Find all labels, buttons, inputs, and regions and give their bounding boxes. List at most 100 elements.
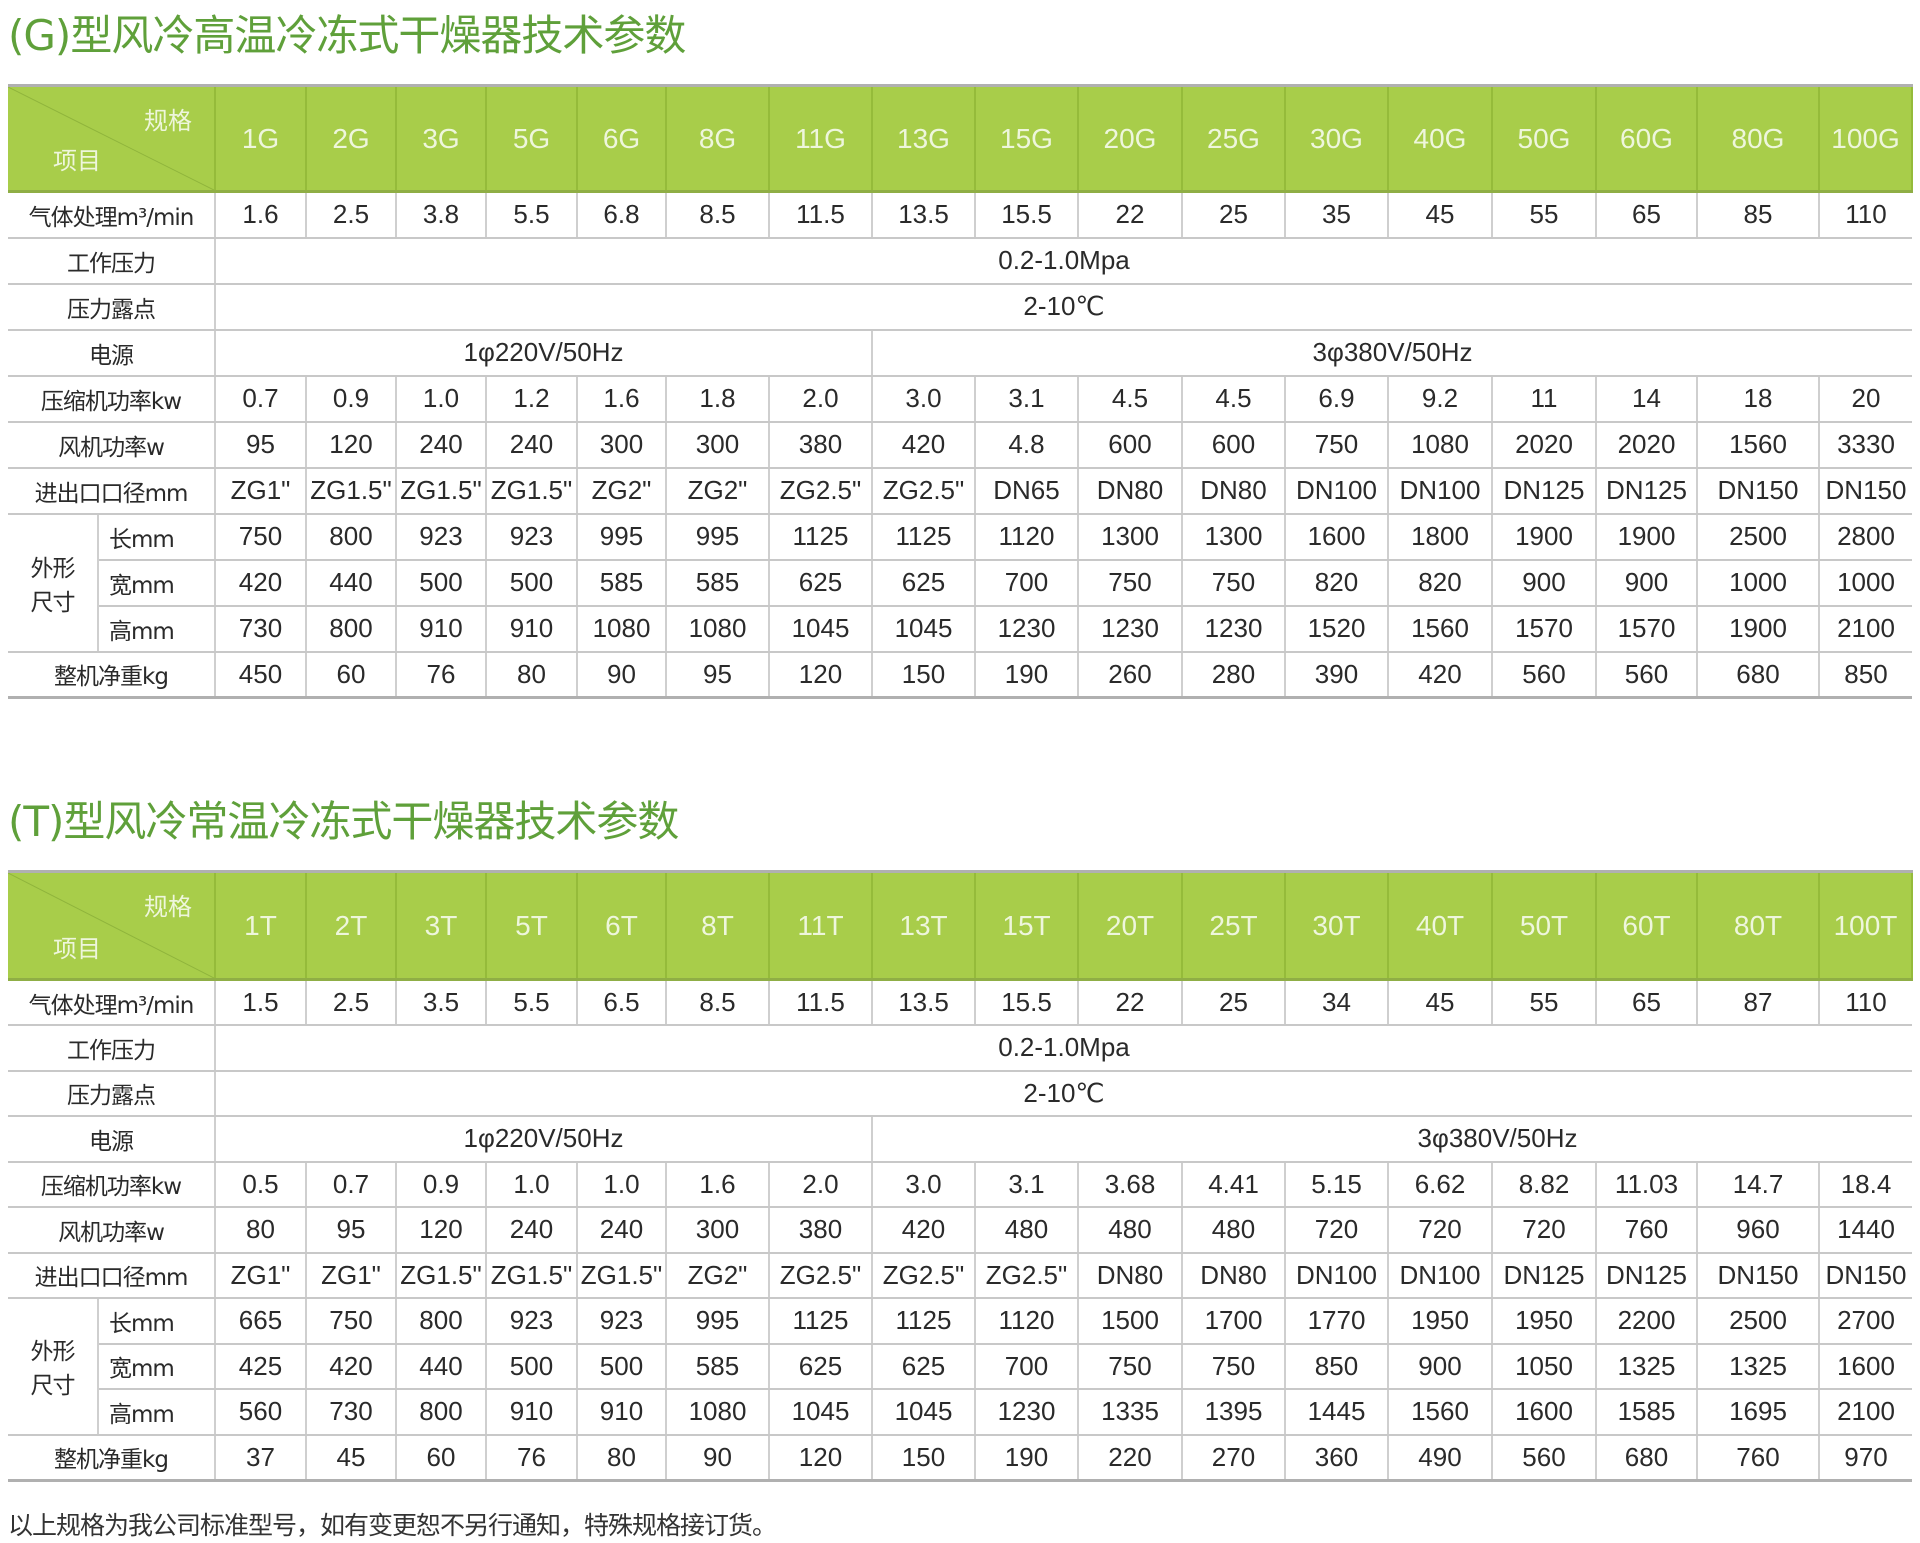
power-single-phase: 1φ220V/50Hz	[215, 1116, 873, 1163]
port-row: 进出口口径mm ZG1" ZG1.5" ZG1.5" ZG1.5" ZG2" ZG2" ZG2…	[8, 467, 1912, 515]
fan-value: 750	[1285, 421, 1389, 469]
model-header: 1T	[215, 870, 307, 981]
compressor-value: 1.2	[486, 375, 578, 423]
model-header: 3T	[396, 870, 487, 981]
fan-value: 2020	[1492, 421, 1597, 469]
model-header: 2G	[306, 84, 397, 193]
port-value: ZG2"	[666, 467, 770, 515]
dims-length-value: 2500	[1697, 513, 1820, 561]
dims-length-value: 995	[577, 513, 667, 561]
footnote: 以上规格为我公司标准型号，如有变更恕不另行通知，特殊规格接订货。	[8, 1511, 777, 1540]
fan-value: 1440	[1819, 1207, 1912, 1254]
dims-length-value: 1700	[1182, 1298, 1286, 1345]
compressor-value: 14.7	[1697, 1161, 1820, 1208]
dims-width-row: 宽mm 420 440 500 500 585 585 625 625 700 750 750 820 8…	[8, 559, 1912, 607]
flow-label: 气体处理m³/min	[8, 191, 216, 239]
flow-value: 11.5	[769, 979, 873, 1026]
dims-length-value: 1900	[1492, 513, 1597, 561]
fan-value: 720	[1492, 1207, 1597, 1254]
pressure-row: 工作压力 0.2-1.0Mpa	[8, 237, 1912, 285]
model-header: 15G	[975, 84, 1079, 193]
compressor-label: 压缩机功率kw	[8, 1161, 216, 1208]
compressor-value: 14	[1596, 375, 1698, 423]
dewpoint-value: 2-10℃	[215, 283, 1912, 331]
corner-cell: 规格 项目	[8, 84, 216, 193]
power-single-phase: 1φ220V/50Hz	[215, 329, 873, 377]
flow-value: 6.5	[577, 979, 667, 1026]
dims-length-label: 长mm	[98, 513, 216, 561]
compressor-row: 压缩机功率kw 0.7 0.9 1.0 1.2 1.6 1.8 2.0 3.0 3.1 4.5 4.5…	[8, 375, 1912, 423]
model-header: 80T	[1697, 870, 1820, 981]
power-row: 电源 1φ220V/50Hz 3φ380V/50Hz	[8, 1116, 1912, 1163]
model-header: 15T	[975, 870, 1079, 981]
dims-length-value: 800	[396, 1298, 487, 1345]
dims-length-value: 2500	[1697, 1298, 1820, 1345]
compressor-value: 3.1	[975, 1161, 1079, 1208]
weight-value: 490	[1388, 1434, 1493, 1482]
flow-value: 15.5	[975, 979, 1079, 1026]
dims-length-value: 923	[577, 1298, 667, 1345]
port-value: DN100	[1388, 467, 1493, 515]
dims-height-value: 1045	[872, 605, 976, 653]
compressor-value: 6.9	[1285, 375, 1389, 423]
weight-value: 450	[215, 651, 307, 699]
compressor-value: 8.82	[1492, 1161, 1597, 1208]
fan-value: 480	[1078, 1207, 1183, 1254]
model-header: 60G	[1596, 84, 1698, 193]
dims-width-value: 1050	[1492, 1343, 1597, 1390]
dims-width-value: 820	[1388, 559, 1493, 607]
dewpoint-row: 压力露点 2-10℃	[8, 283, 1912, 331]
port-label: 进出口口径mm	[8, 467, 216, 515]
model-header: 20T	[1078, 870, 1183, 981]
flow-value: 11.5	[769, 191, 873, 239]
flow-row: 气体处理m³/min 1.6 2.5 3.8 5.5 6.8 8.5 11.5 13.5 15.5…	[8, 191, 1912, 239]
dims-length-value: 2800	[1819, 513, 1912, 561]
port-value: DN125	[1596, 467, 1698, 515]
dims-width-value: 625	[872, 1343, 976, 1390]
fan-value: 1080	[1388, 421, 1493, 469]
model-header: 13T	[872, 870, 976, 981]
model-header: 20G	[1078, 84, 1183, 193]
fan-value: 760	[1596, 1207, 1698, 1254]
dims-height-value: 1395	[1182, 1389, 1286, 1436]
port-value: DN150	[1819, 467, 1912, 515]
diagonal-divider	[8, 873, 214, 978]
corner-cell: 规格 项目	[8, 870, 216, 981]
dims-height-value: 2100	[1819, 605, 1912, 653]
compressor-value: 1.8	[666, 375, 770, 423]
dims-height-row: 高mm 730 800 910 910 1080 1080 1045 1045 1230 1230 1…	[8, 605, 1912, 653]
compressor-value: 0.7	[215, 375, 307, 423]
compressor-value: 3.1	[975, 375, 1079, 423]
flow-value: 45	[1388, 191, 1493, 239]
compressor-value: 1.0	[486, 1161, 578, 1208]
port-value: ZG1"	[215, 467, 307, 515]
flow-row: 气体处理m³/min 1.5 2.5 3.5 5.5 6.5 8.5 11.5 13.5 15.5…	[8, 979, 1912, 1026]
dims-height-value: 1045	[872, 1389, 976, 1436]
fan-value: 420	[872, 421, 976, 469]
dims-length-value: 1300	[1078, 513, 1183, 561]
flow-value: 8.5	[666, 191, 770, 239]
dims-height-value: 1045	[769, 1389, 873, 1436]
dims-width-value: 900	[1492, 559, 1597, 607]
compressor-value: 0.9	[396, 1161, 487, 1208]
dims-height-value: 560	[215, 1389, 307, 1436]
dims-length-value: 1125	[872, 513, 976, 561]
port-value: DN150	[1697, 1252, 1820, 1299]
port-value: ZG1.5"	[577, 1252, 667, 1299]
weight-value: 220	[1078, 1434, 1183, 1482]
weight-value: 970	[1819, 1434, 1912, 1482]
dims-height-value: 800	[306, 605, 397, 653]
fan-value: 420	[872, 1207, 976, 1254]
dims-width-value: 500	[486, 559, 578, 607]
fan-value: 720	[1388, 1207, 1493, 1254]
weight-label: 整机净重kg	[8, 1434, 216, 1482]
model-header: 13G	[872, 84, 976, 193]
fan-value: 240	[486, 421, 578, 469]
weight-row: 整机净重kg 37 45 60 76 80 90 120 150 190 220 270 360 490 5…	[8, 1434, 1912, 1482]
dims-width-value: 440	[306, 559, 397, 607]
flow-value: 22	[1078, 191, 1183, 239]
fan-label: 风机功率w	[8, 421, 216, 469]
dims-length-value: 1770	[1285, 1298, 1389, 1345]
corner-item-label: 项目	[53, 148, 101, 175]
dims-label: 外形尺寸	[30, 1339, 76, 1400]
